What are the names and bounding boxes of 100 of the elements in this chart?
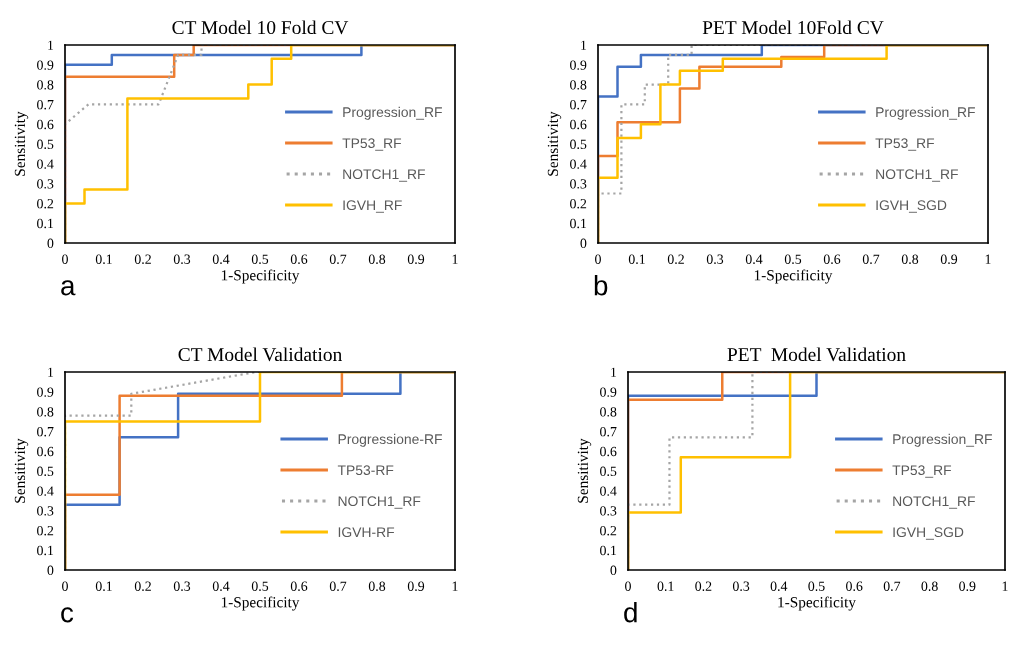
x-tick-label: 0.5 xyxy=(784,254,802,264)
x-tick-label: 0.2 xyxy=(134,581,151,591)
y-axis-title: Sensitivity xyxy=(547,111,562,176)
y-tick-label: 0 xyxy=(47,238,54,248)
y-tick-label: 0.1 xyxy=(37,218,54,229)
legend-label: TP53_RF xyxy=(875,138,935,151)
y-tick-label: 0.6 xyxy=(600,446,617,457)
y-tick-label: 0.7 xyxy=(570,99,587,110)
x-tick-label: 0.1 xyxy=(657,581,674,591)
y-tick-label: 0.3 xyxy=(37,179,54,189)
y-tick-label: 0.2 xyxy=(37,198,54,209)
x-tick-label: 0.1 xyxy=(95,254,112,264)
y-tick-label: 0.7 xyxy=(37,99,54,110)
x-axis-title: 1-Specificity xyxy=(221,269,300,284)
x-tick-label: 0.5 xyxy=(808,581,825,591)
x-tick-label: 0.2 xyxy=(667,254,684,264)
x-tick-label: 1 xyxy=(985,254,991,264)
x-tick-label: 0.1 xyxy=(95,581,112,591)
x-tick-label: 0.3 xyxy=(173,581,191,591)
x-tick-label: 0 xyxy=(625,581,631,591)
y-tick-label: 0.8 xyxy=(37,80,54,90)
y-tick-label: 0.2 xyxy=(37,525,54,536)
legend-label: IGVH_SGD xyxy=(876,200,947,213)
legend-label: TP53_RF xyxy=(342,138,402,151)
x-tick-label: 0 xyxy=(62,581,68,591)
x-tick-label: 0.7 xyxy=(329,581,347,591)
x-tick-label: 0.9 xyxy=(407,254,425,264)
y-tick-label: 0.6 xyxy=(570,119,587,130)
y-tick-label: 0 xyxy=(47,565,54,575)
legend-label: IGVH_RF xyxy=(343,200,402,213)
legend-label: NOTCH1_RF xyxy=(893,496,975,509)
legend-label: NOTCH1_RF xyxy=(338,496,421,509)
text: d xyxy=(624,602,637,623)
x-tick-label: 0.7 xyxy=(329,254,347,264)
x-tick-label: 0.1 xyxy=(628,254,645,264)
y-tick-label: 0.3 xyxy=(37,506,54,516)
y-tick-label: 0.3 xyxy=(570,179,587,189)
y-tick-label: 0.9 xyxy=(37,60,54,70)
x-tick-label: 0.4 xyxy=(212,581,230,591)
x-tick-label: 0.4 xyxy=(212,254,230,264)
y-axis-title: Sensitivity xyxy=(14,438,29,503)
x-tick-label: 0.4 xyxy=(770,581,788,591)
y-tick-label: 0.7 xyxy=(37,426,54,437)
legend-label: IGVH-RF xyxy=(338,527,395,538)
chart-title: CT Model Validation xyxy=(178,347,342,362)
y-tick-label: 0.4 xyxy=(37,159,54,169)
x-tick-label: 0.9 xyxy=(959,581,976,591)
y-tick-label: 0.4 xyxy=(37,486,54,496)
y-tick-label: 0.4 xyxy=(570,159,587,169)
x-tick-label: 0 xyxy=(62,254,68,264)
y-tick-label: 0.5 xyxy=(37,466,54,477)
y-tick-label: 0.1 xyxy=(570,218,587,229)
legend-label: IGVH_SGD xyxy=(893,527,964,540)
x-tick-label: 0.9 xyxy=(940,254,958,264)
y-tick-label: 0.1 xyxy=(600,545,617,556)
x-tick-label: 0.8 xyxy=(901,254,919,264)
y-tick-label: 0.8 xyxy=(37,407,54,417)
legend-label: Progression_RF xyxy=(893,433,992,447)
legend-label: Progression_RF xyxy=(343,106,442,120)
x-tick-label: 0.8 xyxy=(368,581,386,591)
x-tick-label: 0.8 xyxy=(921,581,938,591)
y-tick-label: 1 xyxy=(48,367,54,377)
y-tick-label: 0.5 xyxy=(37,139,54,150)
y-tick-label: 0.9 xyxy=(570,60,587,70)
y-tick-label: 0 xyxy=(580,238,587,248)
legend-label: Progression_RF xyxy=(876,106,975,120)
y-tick-label: 1 xyxy=(581,40,587,50)
x-tick-label: 1 xyxy=(452,581,458,591)
x-tick-label: 0.7 xyxy=(883,581,901,591)
legend-label: NOTCH1_RF xyxy=(876,169,958,182)
y-tick-label: 0.1 xyxy=(37,545,54,556)
legend-label: NOTCH1_RF xyxy=(343,169,425,182)
y-tick-label: 0.6 xyxy=(37,119,54,130)
legend-label: Progressione-RF xyxy=(338,433,442,447)
text: b xyxy=(594,275,608,296)
text: c xyxy=(61,607,74,623)
x-tick-label: 0.4 xyxy=(745,254,763,264)
y-tick-label: 1 xyxy=(611,367,617,377)
x-tick-label: 0.3 xyxy=(706,254,724,264)
y-tick-label: 0.8 xyxy=(600,407,617,417)
x-tick-label: 0.6 xyxy=(846,581,863,591)
y-tick-label: 0 xyxy=(610,565,617,575)
y-tick-label: 0.2 xyxy=(600,525,617,536)
text: a xyxy=(61,280,76,296)
y-tick-label: 0.7 xyxy=(600,426,617,437)
x-tick-label: 0.2 xyxy=(134,254,151,264)
x-tick-label: 1 xyxy=(1002,581,1008,591)
x-axis-title: 1-Specificity xyxy=(221,596,300,611)
x-axis-title: 1-Specificity xyxy=(778,596,856,611)
y-tick-label: 0.9 xyxy=(37,387,54,397)
x-tick-label: 0.2 xyxy=(695,581,712,591)
y-tick-label: 0.8 xyxy=(570,80,587,90)
chart-title: PET Model Validation xyxy=(727,347,906,362)
y-tick-label: 0.5 xyxy=(570,139,587,150)
chart-title: PET Model 10Fold CV xyxy=(702,20,884,35)
x-tick-label: 0.3 xyxy=(173,254,191,264)
y-tick-label: 0.3 xyxy=(600,506,617,516)
x-tick-label: 0.8 xyxy=(368,254,386,264)
y-tick-label: 0.6 xyxy=(37,446,54,457)
legend-label: TP53-RF xyxy=(337,465,394,476)
